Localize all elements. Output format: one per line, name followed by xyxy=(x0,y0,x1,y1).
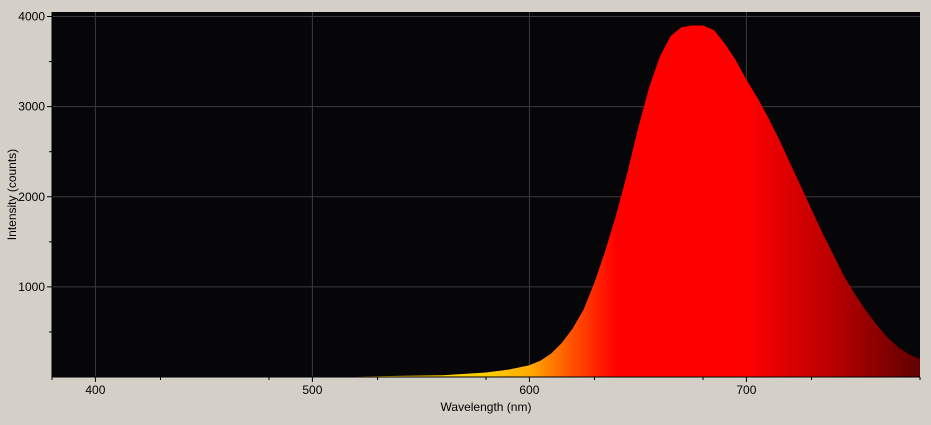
y-tick-label: 3000 xyxy=(18,100,45,114)
y-axis-label: Intensity (counts) xyxy=(5,149,19,240)
y-tick-label: 2000 xyxy=(18,190,45,204)
y-tick-label: 4000 xyxy=(18,10,45,24)
x-tick-label: 400 xyxy=(85,383,105,397)
x-tick-label: 600 xyxy=(519,383,539,397)
x-axis-label: Wavelength (nm) xyxy=(441,400,532,414)
x-tick-label: 700 xyxy=(736,383,756,397)
spectrum-area-series xyxy=(355,25,920,377)
y-tick-label: 1000 xyxy=(18,280,45,294)
x-tick-label: 500 xyxy=(302,383,322,397)
spectrum-area-layer xyxy=(355,25,920,377)
axes: 400 500 600 700 1000 2000 3000 4000 xyxy=(18,10,921,397)
